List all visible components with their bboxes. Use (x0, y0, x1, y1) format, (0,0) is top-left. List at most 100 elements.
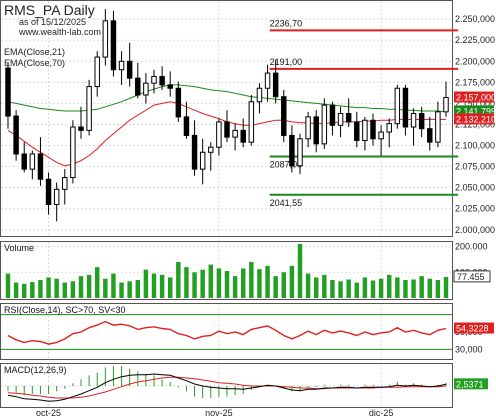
candle-body-down (78, 126, 84, 131)
volume-bar (216, 268, 222, 298)
candle-body-down (281, 96, 287, 136)
candle (94, 51, 100, 97)
candle-body-up (208, 146, 214, 153)
candle (337, 106, 344, 138)
candle (118, 51, 125, 85)
candle (110, 10, 117, 77)
volume-bar (281, 272, 287, 298)
volume-bar (21, 283, 27, 298)
candle (256, 83, 263, 114)
x-tick-label: oct-25 (36, 408, 61, 418)
candle-body-up (94, 56, 100, 88)
volume-bar (257, 269, 262, 298)
candle-body-up (337, 113, 344, 126)
candle-body-down (313, 116, 319, 145)
candle-body-down (418, 113, 425, 130)
candle-body-up (256, 87, 263, 103)
candle-body-up (29, 153, 36, 170)
candle (378, 125, 384, 156)
volume-bar (224, 271, 230, 298)
candle (394, 84, 401, 129)
volume-bar (54, 278, 59, 298)
candle-body-down (370, 119, 376, 140)
candle-body-down (110, 20, 117, 71)
candle (313, 110, 319, 153)
volume-bar (411, 279, 416, 298)
badge-last_price_badge (454, 91, 494, 103)
candle (248, 94, 255, 146)
volume-bar (378, 278, 384, 298)
macd-line (7, 373, 447, 402)
volume-bar (427, 278, 433, 298)
volume-bar (305, 273, 311, 298)
candle-body-up (410, 113, 417, 128)
volume-bar (13, 282, 19, 298)
candle-body-up (143, 82, 149, 96)
candle (443, 81, 449, 117)
badge-label: 2.157,000 (456, 93, 496, 103)
candle-body-up (62, 177, 68, 190)
price-tick-label: 2.125,000 (455, 119, 495, 129)
volume-bar (435, 280, 441, 298)
candle (62, 169, 68, 205)
candle-body-down (354, 121, 360, 141)
level-label: 2236,70 (270, 18, 303, 28)
candle-body-down (13, 115, 19, 155)
volume-bar (159, 274, 165, 298)
candle-body-down (402, 87, 409, 128)
price-tick-label: 2.100,000 (455, 141, 495, 151)
volume-bar (184, 267, 189, 298)
volume-bar (200, 269, 205, 298)
candle (5, 62, 11, 129)
candle (264, 64, 271, 102)
candle-body-down (135, 77, 141, 96)
candle-body-up (232, 129, 238, 138)
volume-bar (443, 276, 449, 298)
candle-body-up (443, 97, 449, 113)
candle (354, 111, 360, 148)
candle-body-up (248, 101, 255, 143)
candle (13, 110, 19, 161)
candle (183, 101, 190, 139)
candle-body-up (53, 188, 60, 206)
candle (418, 106, 425, 138)
candlesticks (5, 9, 449, 222)
price-tick-label: 2.225,000 (455, 35, 495, 45)
candle-body-down (272, 72, 279, 98)
volume-bar (322, 274, 327, 298)
price-tick-label: 2.175,000 (455, 77, 495, 87)
candle (208, 142, 214, 171)
candle-body-up (305, 116, 311, 140)
candle (175, 81, 182, 122)
macd-panel: 2,5371 (7, 366, 488, 402)
candle-body-down (159, 75, 165, 86)
volume-bar (370, 280, 376, 298)
candle-body-down (183, 116, 190, 136)
candle (321, 98, 328, 149)
volume-bar (192, 272, 197, 298)
candle (126, 42, 133, 87)
candle (45, 172, 52, 215)
volume-bar (167, 277, 173, 298)
x-tick-label: nov-25 (205, 408, 233, 418)
volume-bar (94, 267, 100, 298)
candle (289, 125, 295, 173)
candle (216, 118, 222, 156)
candle (102, 9, 109, 66)
candle-body-up (321, 104, 328, 145)
candle (402, 84, 409, 136)
candle-body-down (126, 60, 133, 79)
candle (427, 116, 433, 151)
volume-bar (297, 244, 303, 298)
candle (272, 59, 279, 104)
rsi-panel-frame (0, 303, 453, 360)
candle (167, 71, 173, 97)
candle-body-down (345, 113, 352, 123)
volume-bar (119, 282, 124, 298)
candle-body-down (427, 128, 433, 143)
rsi-tick-label: 30,000 (455, 344, 483, 354)
candle (240, 118, 246, 148)
candle (151, 69, 157, 94)
